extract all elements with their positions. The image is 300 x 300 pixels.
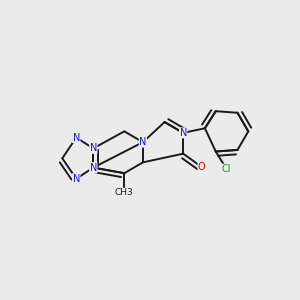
Text: CH3: CH3 <box>115 188 134 197</box>
Text: O: O <box>198 162 206 172</box>
Text: N: N <box>90 143 97 153</box>
Text: N: N <box>139 137 147 147</box>
Text: N: N <box>179 128 187 138</box>
Text: N: N <box>90 163 97 172</box>
Text: N: N <box>73 133 80 142</box>
Text: N: N <box>73 174 80 184</box>
Text: Cl: Cl <box>222 164 231 174</box>
